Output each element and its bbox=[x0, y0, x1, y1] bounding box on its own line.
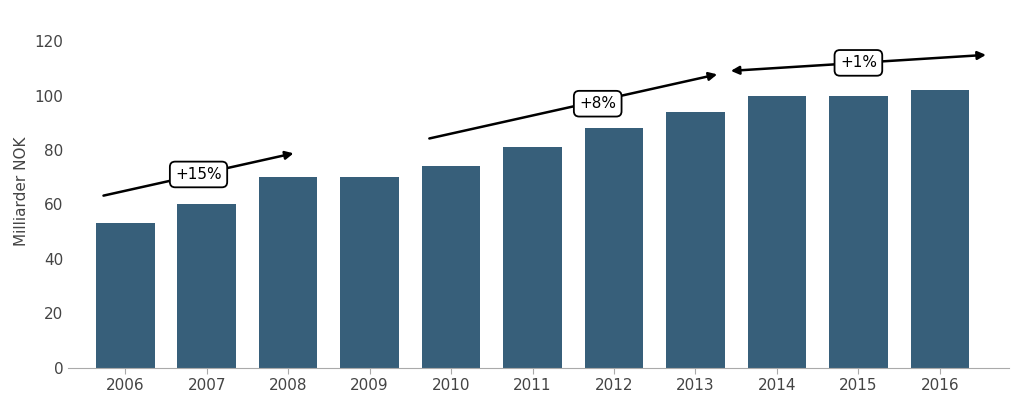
Bar bbox=[666, 112, 724, 368]
Y-axis label: Milliarder NOK: Milliarder NOK bbox=[14, 136, 29, 245]
Text: +1%: +1% bbox=[840, 55, 877, 70]
Text: +15%: +15% bbox=[175, 167, 222, 182]
Bar bbox=[259, 177, 317, 368]
Bar bbox=[96, 223, 154, 368]
Text: +8%: +8% bbox=[579, 96, 616, 111]
Bar bbox=[585, 128, 643, 368]
Bar bbox=[910, 90, 969, 368]
Bar bbox=[829, 96, 888, 368]
Bar bbox=[748, 96, 806, 368]
Bar bbox=[421, 166, 481, 368]
Bar bbox=[341, 177, 399, 368]
Bar bbox=[503, 147, 562, 368]
Bar bbox=[177, 204, 236, 368]
